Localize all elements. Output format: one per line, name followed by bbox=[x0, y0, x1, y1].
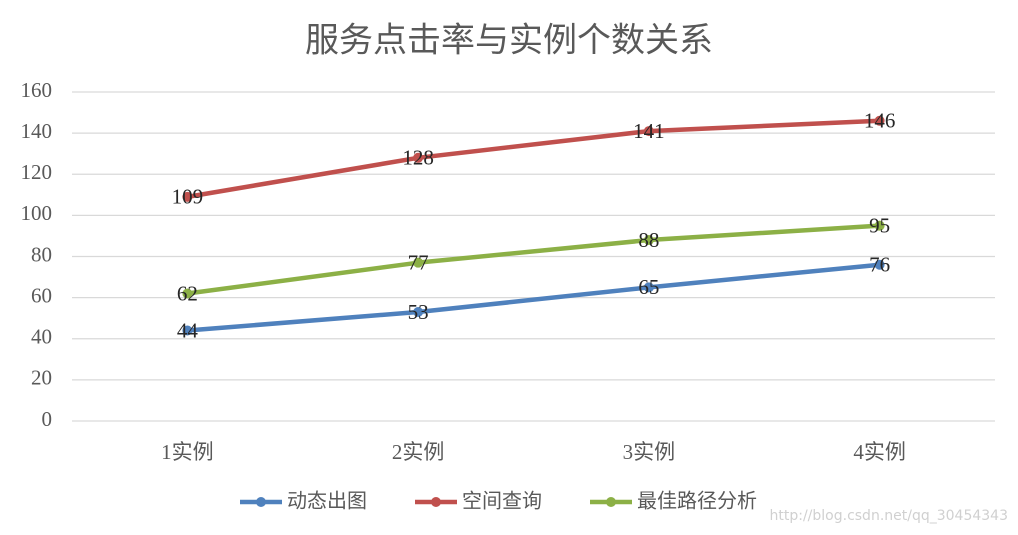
y-tick-label: 20 bbox=[31, 366, 52, 390]
data-label: 95 bbox=[869, 213, 890, 237]
legend-label: 最佳路径分析 bbox=[637, 489, 757, 513]
data-label: 141 bbox=[633, 119, 665, 143]
data-label: 76 bbox=[869, 253, 890, 277]
y-tick-label: 160 bbox=[21, 78, 53, 102]
legend-marker bbox=[606, 497, 616, 507]
data-label: 146 bbox=[864, 109, 896, 133]
data-label: 44 bbox=[177, 318, 199, 342]
x-tick-label: 2实例 bbox=[392, 440, 445, 464]
point-marker bbox=[874, 220, 885, 231]
y-tick-label: 40 bbox=[31, 325, 52, 349]
y-tick-label: 80 bbox=[31, 242, 52, 266]
data-label: 77 bbox=[408, 250, 429, 274]
data-label: 109 bbox=[172, 185, 204, 209]
y-tick-label: 120 bbox=[21, 160, 53, 184]
data-label: 128 bbox=[402, 146, 434, 170]
data-label: 53 bbox=[408, 300, 429, 324]
x-tick-label: 3实例 bbox=[623, 440, 676, 464]
y-tick-label: 140 bbox=[21, 119, 53, 143]
point-marker bbox=[182, 191, 193, 202]
point-marker bbox=[413, 152, 424, 163]
data-label: 88 bbox=[638, 228, 659, 252]
watermark: http://blog.csdn.net/qq_30454343 bbox=[770, 508, 1009, 524]
point-marker bbox=[643, 126, 654, 137]
data-label: 65 bbox=[638, 275, 659, 299]
legend-label: 动态出图 bbox=[287, 489, 367, 513]
point-marker bbox=[874, 115, 885, 126]
series-line bbox=[185, 118, 882, 200]
y-tick-label: 100 bbox=[21, 201, 53, 225]
point-marker bbox=[413, 307, 424, 318]
point-marker bbox=[643, 235, 654, 246]
data-label: 62 bbox=[177, 281, 198, 305]
point-marker bbox=[413, 257, 424, 268]
legend-marker bbox=[256, 497, 266, 507]
y-tick-label: 60 bbox=[31, 283, 52, 307]
x-tick-label: 1实例 bbox=[161, 440, 214, 464]
point-marker bbox=[182, 288, 193, 299]
chart-title: 服务点击率与实例个数关系 bbox=[305, 21, 713, 61]
legend-label: 空间查询 bbox=[462, 489, 542, 513]
series-line bbox=[185, 223, 882, 296]
point-marker bbox=[643, 282, 654, 293]
legend-marker bbox=[431, 497, 441, 507]
x-tick-label: 4实例 bbox=[853, 440, 906, 464]
point-marker bbox=[182, 325, 193, 336]
series-line bbox=[185, 262, 882, 333]
point-marker bbox=[874, 259, 885, 270]
y-tick-label: 0 bbox=[42, 407, 53, 431]
